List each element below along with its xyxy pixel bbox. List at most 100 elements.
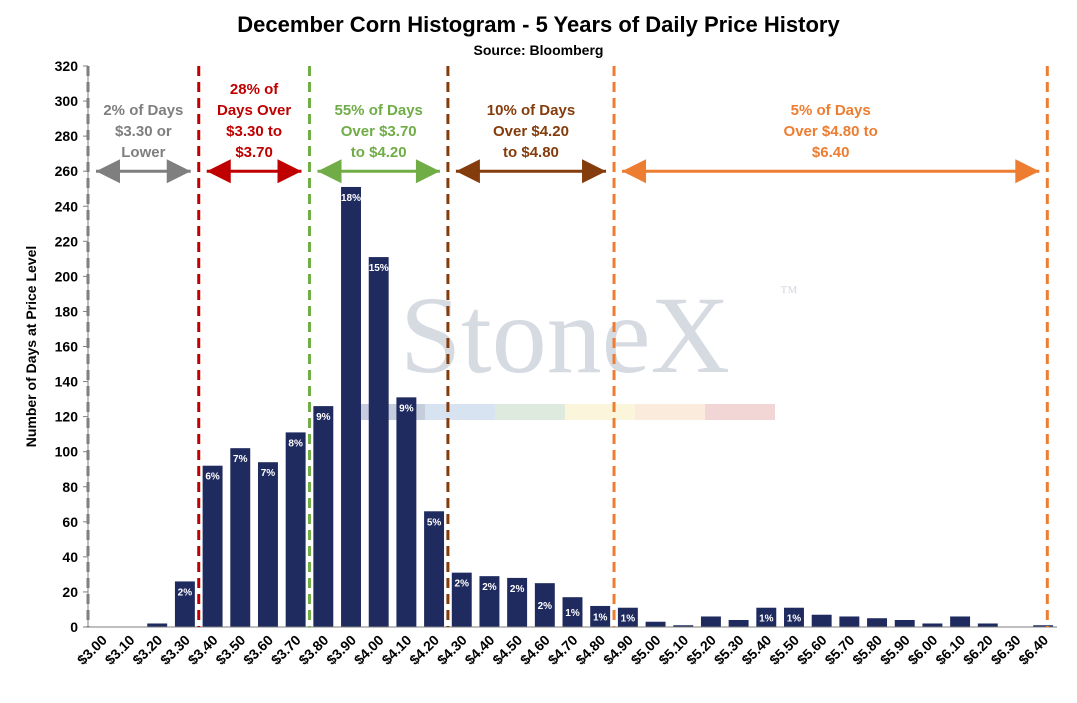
bar-pct-label: 9% (399, 403, 414, 414)
x-tick-label: $4.40 (461, 632, 497, 668)
bar-$4.70 (562, 597, 583, 627)
x-tick-label: $5.90 (877, 632, 913, 668)
x-tick-label: $5.80 (849, 632, 885, 668)
bar-$6.20 (977, 623, 998, 627)
bar-$3.30 (174, 581, 195, 627)
x-tick-label: $6.10 (932, 632, 968, 668)
x-tick-label: $4.50 (489, 632, 525, 668)
x-tick-label: $5.20 (683, 632, 719, 668)
watermark-stripe (565, 404, 635, 420)
x-tick-label: $4.20 (406, 632, 442, 668)
y-tick-label: 200 (55, 268, 79, 284)
x-tick-label: $3.30 (157, 632, 193, 668)
bar-pct-label: 15% (369, 263, 389, 274)
watermark-stripe (635, 404, 705, 420)
x-tick-label: $4.60 (517, 632, 553, 668)
bar-$3.50 (230, 448, 251, 627)
bar-$5.50 (784, 607, 804, 627)
range-label: 28% of Days Over $3.30 to $3.70 (217, 81, 291, 161)
y-tick-label: 220 (55, 233, 79, 249)
bar-$3.60 (257, 462, 278, 627)
bar-$6.10 (950, 616, 971, 627)
bar-$4.00 (368, 257, 389, 627)
watermark-stripe (705, 404, 775, 420)
bar-$4.40 (479, 576, 500, 627)
watermark-stripe (425, 404, 495, 420)
bar-pct-label: 1% (565, 608, 580, 619)
x-tick-label: $3.90 (323, 632, 359, 668)
bar-pct-label: 1% (593, 612, 608, 623)
y-tick-label: 300 (55, 93, 79, 109)
y-tick-label: 100 (55, 444, 79, 460)
bar-$3.40 (202, 465, 223, 627)
bar-pct-label: 2% (510, 584, 525, 595)
bar-pct-label: 7% (233, 454, 248, 465)
y-tick-label: 20 (62, 584, 78, 600)
x-tick-label: $4.00 (351, 632, 387, 668)
x-tick-label: $6.40 (1015, 632, 1051, 668)
y-tick-label: 80 (62, 479, 78, 495)
watermark-stripe (495, 404, 565, 420)
x-tick-label: $5.40 (738, 632, 774, 668)
bar-$6.40 (1033, 625, 1054, 627)
x-tick-label: $5.30 (711, 632, 747, 668)
bar-$5.80 (867, 618, 888, 627)
y-tick-label: 240 (55, 198, 79, 214)
bar-$5.40 (756, 607, 777, 627)
watermark-text: StoneX (400, 274, 730, 396)
bar-$5.60 (811, 614, 832, 627)
bar-pct-label: 1% (787, 613, 802, 624)
bar-$4.10 (396, 397, 417, 627)
y-axis-title: Number of Days at Price Level (23, 246, 39, 448)
bar-$4.60 (534, 583, 555, 627)
y-tick-label: 280 (55, 128, 79, 144)
bar-$5.20 (700, 616, 721, 627)
bar-$4.20 (424, 511, 445, 627)
x-tick-label: $6.20 (960, 632, 996, 668)
x-tick-label: $5.70 (821, 632, 857, 668)
bar-$4.90 (617, 607, 638, 627)
range-annotations: 2% of Days $3.30 or Lower 28% of Days Over $3… (86, 66, 1049, 627)
range-label: 5% of Days Over $4.80 to $6.40 (784, 102, 878, 161)
y-tick-label: 180 (55, 303, 79, 319)
x-tick-label: $3.60 (240, 632, 276, 668)
bar-pct-label: 9% (316, 412, 331, 423)
bar-$3.90 (341, 186, 361, 627)
x-tick-label: $3.50 (212, 632, 248, 668)
bar-pct-label: 1% (759, 613, 774, 624)
bar-pct-label: 2% (538, 601, 553, 612)
bar-$5.30 (728, 619, 749, 627)
x-tick-label: $6.30 (987, 632, 1023, 668)
bar-pct-label: 18% (341, 193, 361, 204)
bar-pct-label: 6% (205, 472, 220, 483)
bar-pct-label: 2% (482, 582, 497, 593)
x-tick-label: $3.40 (185, 632, 221, 668)
y-tick-label: 0 (70, 619, 78, 635)
y-tick-label: 60 (62, 514, 78, 530)
x-tick-label: $4.90 (600, 632, 636, 668)
x-tick-label: $3.10 (102, 632, 138, 668)
x-tick-label: $6.00 (904, 632, 940, 668)
bar-$5.90 (894, 619, 915, 627)
bar-pct-label: 8% (288, 438, 303, 449)
bar-pct-label: 2% (455, 579, 470, 590)
x-tick-label: $5.60 (794, 632, 830, 668)
y-tick-label: 120 (55, 409, 79, 425)
x-tick-label: $4.10 (378, 632, 414, 668)
range-label: 2% of Days $3.30 or Lower (103, 102, 183, 161)
x-tick-label: $5.50 (766, 632, 802, 668)
range-label: 10% of Days Over $4.20 to $4.80 (487, 102, 575, 161)
y-tick-label: 140 (55, 374, 79, 390)
bar-$4.30 (451, 572, 472, 627)
bar-$3.20 (147, 623, 168, 627)
bar-$5.70 (839, 616, 860, 627)
chart-title: December Corn Histogram - 5 Years of Dai… (237, 12, 840, 37)
bar-$3.80 (313, 406, 334, 627)
chart-subtitle: Source: Bloomberg (473, 42, 604, 58)
x-tick-label: $3.70 (268, 632, 304, 668)
stonex-watermark: StoneX ™ (355, 274, 798, 420)
bar-$4.50 (507, 577, 528, 627)
x-tick-label: $4.70 (545, 632, 581, 668)
y-tick-label: 160 (55, 339, 79, 355)
